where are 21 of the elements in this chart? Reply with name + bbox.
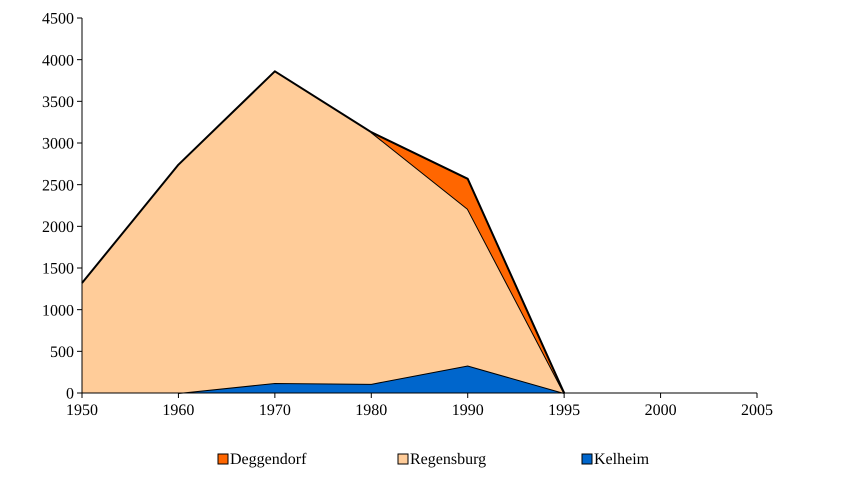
y-tick-label: 3500 xyxy=(42,94,74,111)
x-tick-label: 1950 xyxy=(66,402,98,419)
x-tick-label: 2000 xyxy=(644,402,677,419)
y-tick-label: 4000 xyxy=(42,52,74,70)
legend-label: Kelheim xyxy=(594,451,650,468)
x-tick-label: 1980 xyxy=(355,402,388,419)
x-tick-label: 2005 xyxy=(741,402,773,419)
legend-label: Deggendorf xyxy=(230,451,308,468)
y-tick-label: 1500 xyxy=(42,260,74,278)
x-tick-label: 1970 xyxy=(258,402,291,419)
x-tick-label: 1990 xyxy=(452,402,484,419)
y-tick-label: 3000 xyxy=(42,136,74,153)
x-tick-label: 1960 xyxy=(162,402,194,419)
y-tick-label: 4500 xyxy=(42,10,74,28)
y-tick-label: 0 xyxy=(66,386,74,403)
y-tick-label: 2000 xyxy=(42,218,74,236)
y-tick-label: 2500 xyxy=(42,177,74,194)
x-tick-label: 1995 xyxy=(548,402,580,419)
legend-label: Regensburg xyxy=(410,451,486,468)
y-tick-label: 1000 xyxy=(42,302,74,320)
y-tick-label: 500 xyxy=(50,344,74,361)
